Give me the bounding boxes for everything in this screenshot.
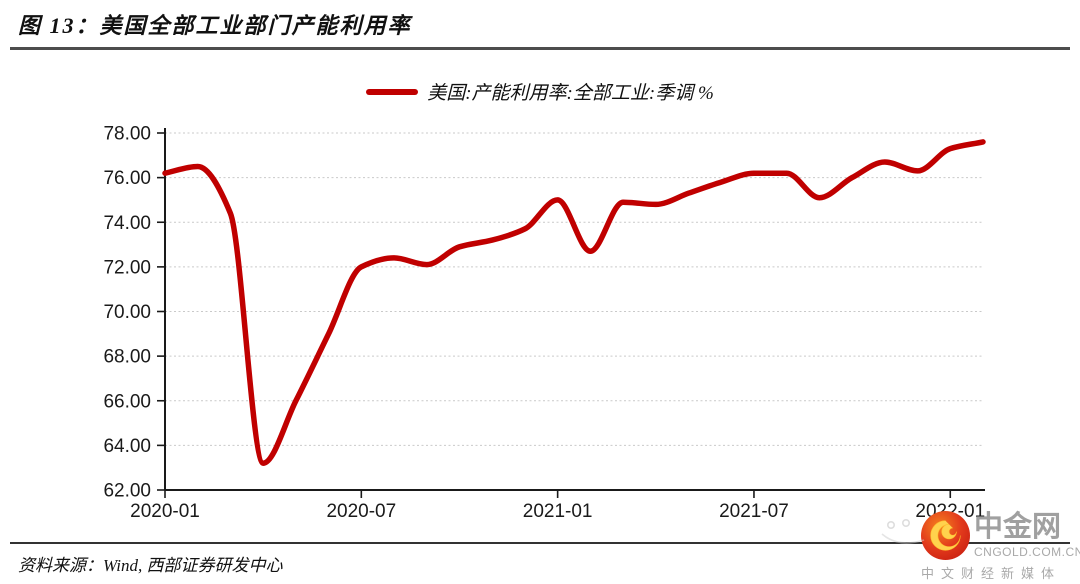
- watermark-domain: CNGOLD.COM.CN: [974, 544, 1080, 559]
- y-tick-label: 70.00: [103, 302, 151, 323]
- y-tick-label: 76.00: [103, 168, 151, 189]
- x-tick-label: 2020-07: [326, 501, 396, 522]
- watermark-sketch-icon: [881, 519, 925, 544]
- data-source-note: 资料来源：Wind, 西部证券研发中心: [18, 556, 283, 575]
- y-tick-label: 68.00: [103, 347, 151, 368]
- watermark-tagline: 中文财经新媒体: [921, 566, 1062, 581]
- source-divider: [10, 542, 1070, 544]
- figure-title: 图 13：美国全部工业部门产能利用率: [18, 13, 412, 38]
- y-tick-label: 64.00: [103, 436, 151, 457]
- y-tick-label: 62.00: [103, 481, 151, 502]
- x-tick-label: 2020-01: [130, 501, 200, 522]
- y-tick-label: 78.00: [103, 124, 151, 145]
- legend-series-label: 美国:产能利用率:全部工业:季调 %: [427, 83, 714, 104]
- x-tick-label: 2021-07: [719, 501, 789, 522]
- title-divider: [10, 47, 1070, 50]
- y-tick-label: 66.00: [103, 391, 151, 412]
- legend-line-swatch: [366, 88, 419, 95]
- watermark: 中金网 CNGOLD.COM.CN 中文财经新媒体: [881, 511, 1080, 582]
- chart-legend: 美国:产能利用率:全部工业:季调 %: [0, 78, 1080, 105]
- y-tick-label: 72.00: [103, 257, 151, 278]
- x-tick-label: 2021-01: [523, 501, 593, 522]
- series-line: [162, 139, 986, 466]
- watermark-site-name: 中金网: [974, 511, 1062, 543]
- cngold-logo-icon: [921, 511, 970, 560]
- y-tick-label: 74.00: [103, 213, 151, 234]
